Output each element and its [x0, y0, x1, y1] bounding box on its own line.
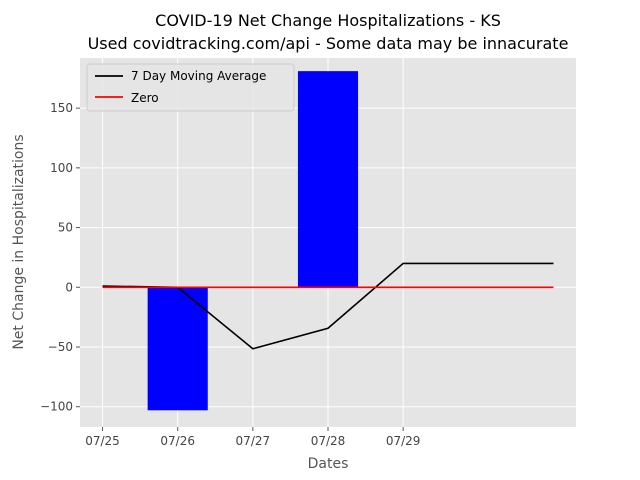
bars: [147, 71, 359, 411]
y-tick-label: 50: [58, 221, 73, 235]
x-tick-label: 07/26: [160, 434, 195, 448]
ticks: −100 −50 0 50 100 150 07/25 07/26 07/27 07/28 07/2…: [40, 101, 420, 448]
x-tick-label: 07/27: [236, 434, 271, 448]
y-tick-label: −50: [48, 340, 73, 354]
x-tick-label: 07/25: [85, 434, 120, 448]
y-tick-label: 100: [50, 161, 73, 175]
y-tick-label: 0: [65, 280, 73, 294]
x-tick-label: 07/29: [386, 434, 421, 448]
legend-label-moving-average: 7 Day Moving Average: [131, 69, 266, 83]
y-axis-label: Net Change in Hospitalizations: [11, 134, 27, 349]
y-tick-label: −100: [40, 400, 73, 414]
x-axis-label: Dates: [308, 456, 349, 472]
legend-label-zero: Zero: [131, 91, 159, 105]
y-tick-label: 150: [50, 101, 73, 115]
legend: 7 Day Moving Average Zero: [86, 63, 295, 112]
legend-box: [86, 63, 295, 112]
bar: [297, 71, 359, 288]
x-tick-label: 07/28: [311, 434, 346, 448]
lines: [102, 262, 554, 350]
chart-subtitle: Used covidtracking.com/api - Some data m…: [88, 34, 569, 53]
bar: [147, 287, 208, 411]
chart-title: COVID-19 Net Change Hospitalizations - K…: [155, 11, 501, 30]
